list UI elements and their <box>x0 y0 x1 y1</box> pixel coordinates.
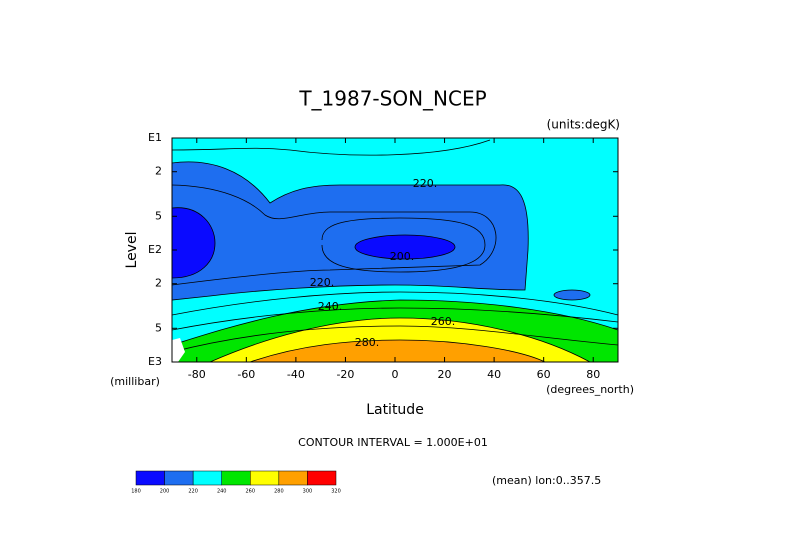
contour-region <box>249 339 546 363</box>
colorbar-label: 180 <box>131 489 141 495</box>
y-tick-label: E3 <box>148 355 162 368</box>
x-tick-label: 80 <box>586 368 600 381</box>
y-axis-label: Level <box>124 232 140 269</box>
contour-region <box>171 161 529 301</box>
colorbar-band <box>278 470 308 486</box>
x-tick-label: -60 <box>237 368 255 381</box>
x-tick-label: -20 <box>336 368 354 381</box>
colorbar-band <box>164 470 194 486</box>
contour-line <box>171 184 497 286</box>
contour-line <box>171 325 619 353</box>
colorbar-band <box>250 470 280 486</box>
y-tick-label: 5 <box>155 321 162 334</box>
contour-interval: CONTOUR INTERVAL = 1.000E+01 <box>298 436 488 449</box>
contour-region <box>553 289 591 301</box>
colorbar-band <box>135 470 165 486</box>
contour-label: 280. <box>355 336 380 349</box>
contour-line <box>171 291 619 316</box>
colorbar-label: 200 <box>160 489 170 495</box>
contour-label: 220. <box>413 177 438 190</box>
colorbar-label: 300 <box>303 489 313 495</box>
x-tick-label: 40 <box>487 368 501 381</box>
y-tick-label: 5 <box>155 209 162 222</box>
contour-label: 260. <box>431 315 456 328</box>
colorbar-band <box>192 470 222 486</box>
colorbar-band <box>307 470 337 486</box>
colorbar-label: 240 <box>217 489 227 495</box>
colorbar-label: 220 <box>188 489 198 495</box>
y-units: (millibar) <box>110 375 160 388</box>
units-label: (units:degK) <box>547 118 620 132</box>
x-units: (degrees_north) <box>546 383 634 396</box>
x-tick-label: 20 <box>438 368 452 381</box>
y-tick-label: 2 <box>155 165 162 178</box>
colorbar-label: 260 <box>246 489 256 495</box>
x-tick-label: 60 <box>537 368 551 381</box>
chart-title: T_1987-SON_NCEP <box>298 87 486 111</box>
missing-data <box>172 338 185 362</box>
footnote: (mean) lon:0..357.5 <box>492 474 601 487</box>
y-tick-label: 2 <box>155 277 162 290</box>
x-axis-label: Latitude <box>366 402 424 418</box>
contour-line <box>171 139 491 156</box>
contour-label: 200. <box>390 250 415 263</box>
colorbar-label: 280 <box>274 489 284 495</box>
contour-label: 240. <box>318 300 343 313</box>
contour-region <box>354 234 456 260</box>
colorbar-label: 320 <box>331 489 341 495</box>
contour-region <box>171 207 216 279</box>
y-tick-label: E1 <box>148 131 162 144</box>
contour-line <box>321 217 486 273</box>
x-tick-label: -40 <box>287 368 305 381</box>
x-tick-label: -80 <box>188 368 206 381</box>
contour-line <box>171 307 619 331</box>
y-tick-label: E2 <box>148 243 162 256</box>
contour-label: 220. <box>310 276 335 289</box>
x-tick-label: 0 <box>392 368 399 381</box>
colorbar-band <box>221 470 251 486</box>
